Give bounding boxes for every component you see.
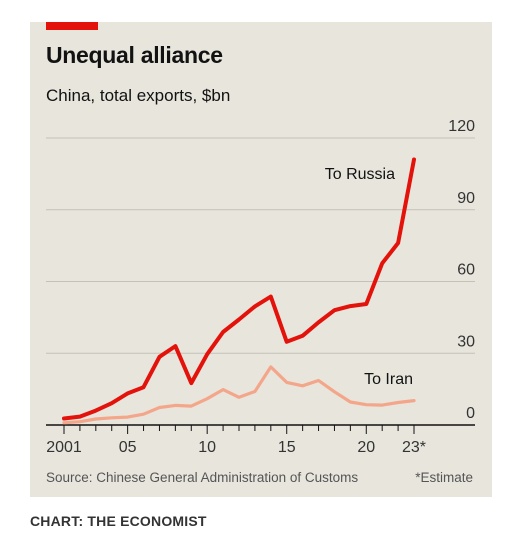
x-tick-label-20: 20 <box>357 439 375 456</box>
chart-subtitle: China, total exports, $bn <box>46 86 231 105</box>
y-tick-label-60: 60 <box>457 262 475 279</box>
y-axis-tick-labels: 0 30 60 90 120 <box>448 118 475 422</box>
y-tick-label-30: 30 <box>457 333 475 350</box>
source-note: Source: Chinese General Administration o… <box>46 470 359 485</box>
x-tick-label-2001: 2001 <box>46 439 82 456</box>
x-tick-label-10: 10 <box>198 439 216 456</box>
series-label-to-iran: To Iran <box>364 371 413 388</box>
x-axis-tick-labels: 2001 05 10 15 20 23* <box>46 439 426 456</box>
chart-title: Unequal alliance <box>46 42 223 68</box>
x-tick-label-15: 15 <box>278 439 296 456</box>
series-labels: To Russia To Iran <box>325 166 413 388</box>
estimate-note: *Estimate <box>415 470 473 485</box>
series-line-to-russia <box>62 157 416 421</box>
series-lines <box>62 157 416 425</box>
series-label-to-russia: To Russia <box>325 166 395 183</box>
y-tick-label-120: 120 <box>448 118 475 135</box>
accent-bar <box>46 22 98 30</box>
x-tick-label-05: 05 <box>119 439 137 456</box>
y-tick-label-90: 90 <box>457 190 475 207</box>
x-axis <box>46 424 475 434</box>
y-tick-label-0: 0 <box>466 405 475 422</box>
x-tick-label-23*: 23* <box>402 439 426 456</box>
series-line-to-iran <box>62 365 416 425</box>
chart-credit: CHART: THE ECONOMIST <box>30 513 207 529</box>
